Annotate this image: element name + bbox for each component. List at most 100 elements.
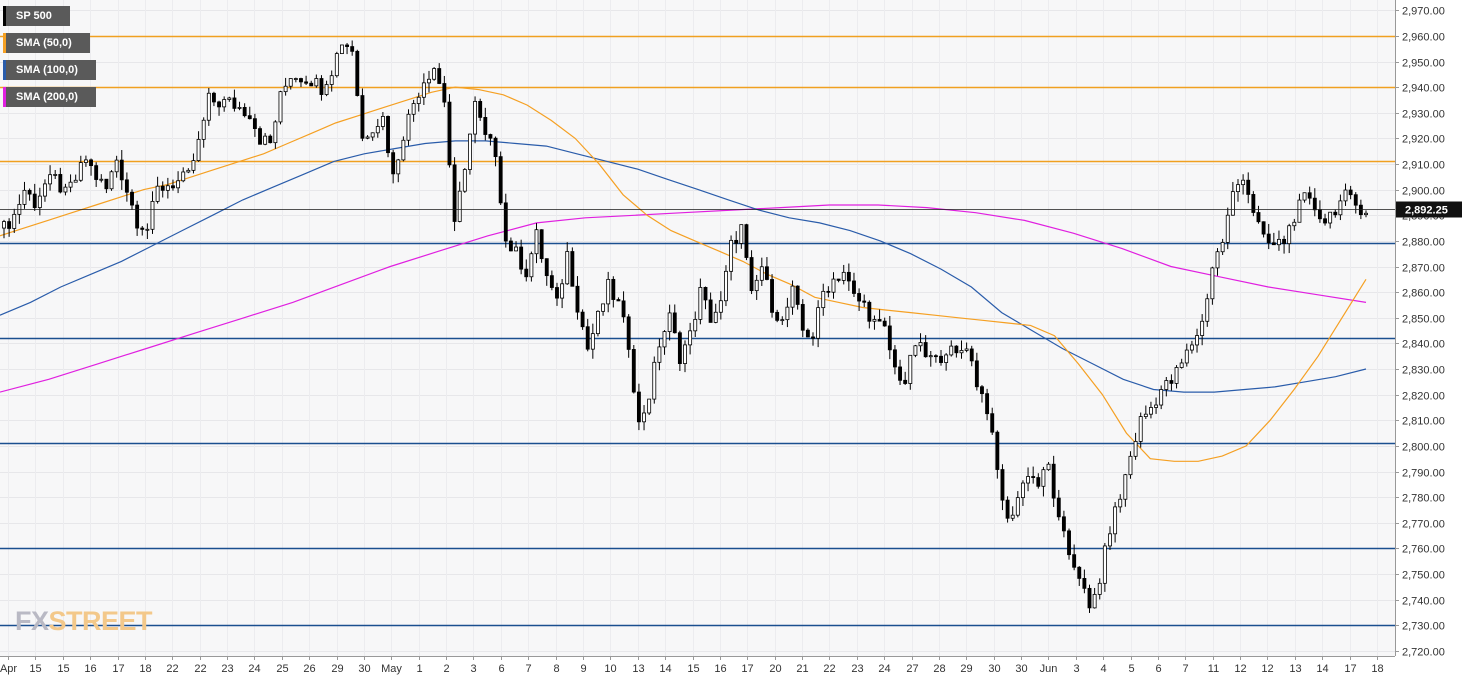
candle-body — [1174, 367, 1179, 384]
candle-body — [1118, 498, 1123, 508]
candle-body — [124, 179, 129, 193]
candle-body — [1292, 221, 1297, 227]
candle-body — [939, 355, 943, 363]
candle-body — [734, 239, 739, 244]
candle-body — [421, 82, 426, 98]
candle-body — [1031, 476, 1036, 478]
x-tick-label: 30 — [1015, 663, 1027, 675]
candle-body — [447, 101, 452, 166]
y-tick-label: 2,850.00 — [1402, 314, 1445, 326]
x-tick-label: 14 — [659, 663, 671, 675]
candle-body — [114, 159, 119, 173]
candle-body — [309, 82, 314, 87]
x-tick-label: 16 — [84, 663, 96, 675]
candle-body — [933, 355, 938, 358]
candle-body — [913, 345, 918, 356]
y-tick-label: 2,860.00 — [1402, 288, 1445, 300]
candle-body — [524, 268, 529, 278]
fxstreet-logo: FXSTREET — [15, 606, 153, 637]
candle-body — [53, 174, 58, 176]
candle-body — [273, 121, 278, 144]
candle-body — [887, 325, 892, 351]
candle-body — [252, 118, 257, 130]
candle-body — [785, 306, 790, 321]
candle-body — [560, 283, 565, 299]
candle-body — [508, 240, 513, 252]
candle-body — [1026, 476, 1030, 484]
candle-body — [1164, 380, 1169, 390]
candle-body — [104, 178, 109, 190]
candle-body — [140, 227, 145, 230]
candle-body — [401, 139, 406, 161]
candle-body — [744, 224, 749, 258]
sma50-line — [0, 86, 1367, 462]
candle-body — [1189, 344, 1194, 351]
candle-body — [181, 171, 186, 182]
x-tick-label: 29 — [960, 663, 972, 675]
candle-body — [1353, 194, 1358, 206]
y-tick-label: 2,730.00 — [1402, 621, 1445, 633]
x-tick-label: 17 — [741, 663, 753, 675]
y-tick-label: 2,720.00 — [1402, 647, 1445, 659]
y-tick-label: 2,930.00 — [1402, 109, 1445, 121]
x-tick-label: 22 — [823, 663, 835, 675]
candle-body — [227, 97, 232, 100]
plot-background — [0, 0, 1395, 656]
candle-body — [959, 350, 964, 354]
candle-body — [99, 178, 104, 181]
candle-body — [964, 348, 969, 351]
candle-body — [340, 44, 344, 54]
y-tick-label: 2,760.00 — [1402, 544, 1445, 556]
candle-body — [974, 360, 979, 388]
candle-body — [288, 78, 293, 87]
candle-body — [1010, 514, 1015, 519]
candle-body — [1082, 578, 1087, 589]
candle-body — [258, 128, 262, 145]
candle-body — [48, 174, 53, 185]
candle-body — [217, 101, 221, 108]
x-tick-label: 24 — [878, 663, 890, 675]
candle-body — [621, 300, 626, 318]
candle-body — [27, 189, 32, 195]
candle-body — [749, 257, 754, 292]
candle-body — [923, 342, 928, 358]
y-tick-label: 2,870.00 — [1402, 263, 1445, 275]
candle-body — [432, 68, 437, 80]
candle-body — [263, 135, 268, 145]
candle-body — [601, 303, 606, 312]
y-tick-label: 2,820.00 — [1402, 391, 1445, 403]
candle-body — [980, 386, 984, 395]
candle-body — [304, 81, 309, 84]
candle-body — [334, 53, 339, 77]
x-tick-label: 23 — [221, 663, 233, 675]
candle-body — [457, 190, 462, 222]
candle-body — [846, 271, 851, 282]
candle-body — [908, 354, 913, 384]
candle-body — [857, 293, 862, 302]
candle-body — [954, 345, 959, 354]
candle-body — [1097, 582, 1102, 595]
candle-body — [1184, 349, 1189, 364]
candle-body — [22, 189, 27, 205]
candle-body — [1005, 499, 1010, 519]
candle-body — [1128, 455, 1133, 476]
x-tick-label: 6 — [1155, 663, 1161, 675]
candle-body — [150, 200, 155, 230]
candle-body — [160, 185, 165, 191]
candle-body — [171, 185, 175, 189]
x-tick-label: 22 — [166, 663, 178, 675]
candle-body — [642, 412, 646, 423]
x-tick-label: 12 — [1234, 663, 1246, 675]
candle-body — [718, 300, 723, 313]
candle-body — [693, 318, 698, 332]
candle-body — [764, 266, 769, 280]
candle-body — [616, 299, 621, 302]
x-tick-label: 29 — [331, 663, 343, 675]
candle-body — [969, 348, 974, 362]
x-tick-label: 25 — [276, 663, 288, 675]
candle-body — [631, 349, 636, 393]
candle-body — [1328, 211, 1333, 224]
candle-body — [1195, 335, 1199, 346]
candle-body — [1123, 474, 1128, 500]
candle-body — [1051, 463, 1056, 499]
